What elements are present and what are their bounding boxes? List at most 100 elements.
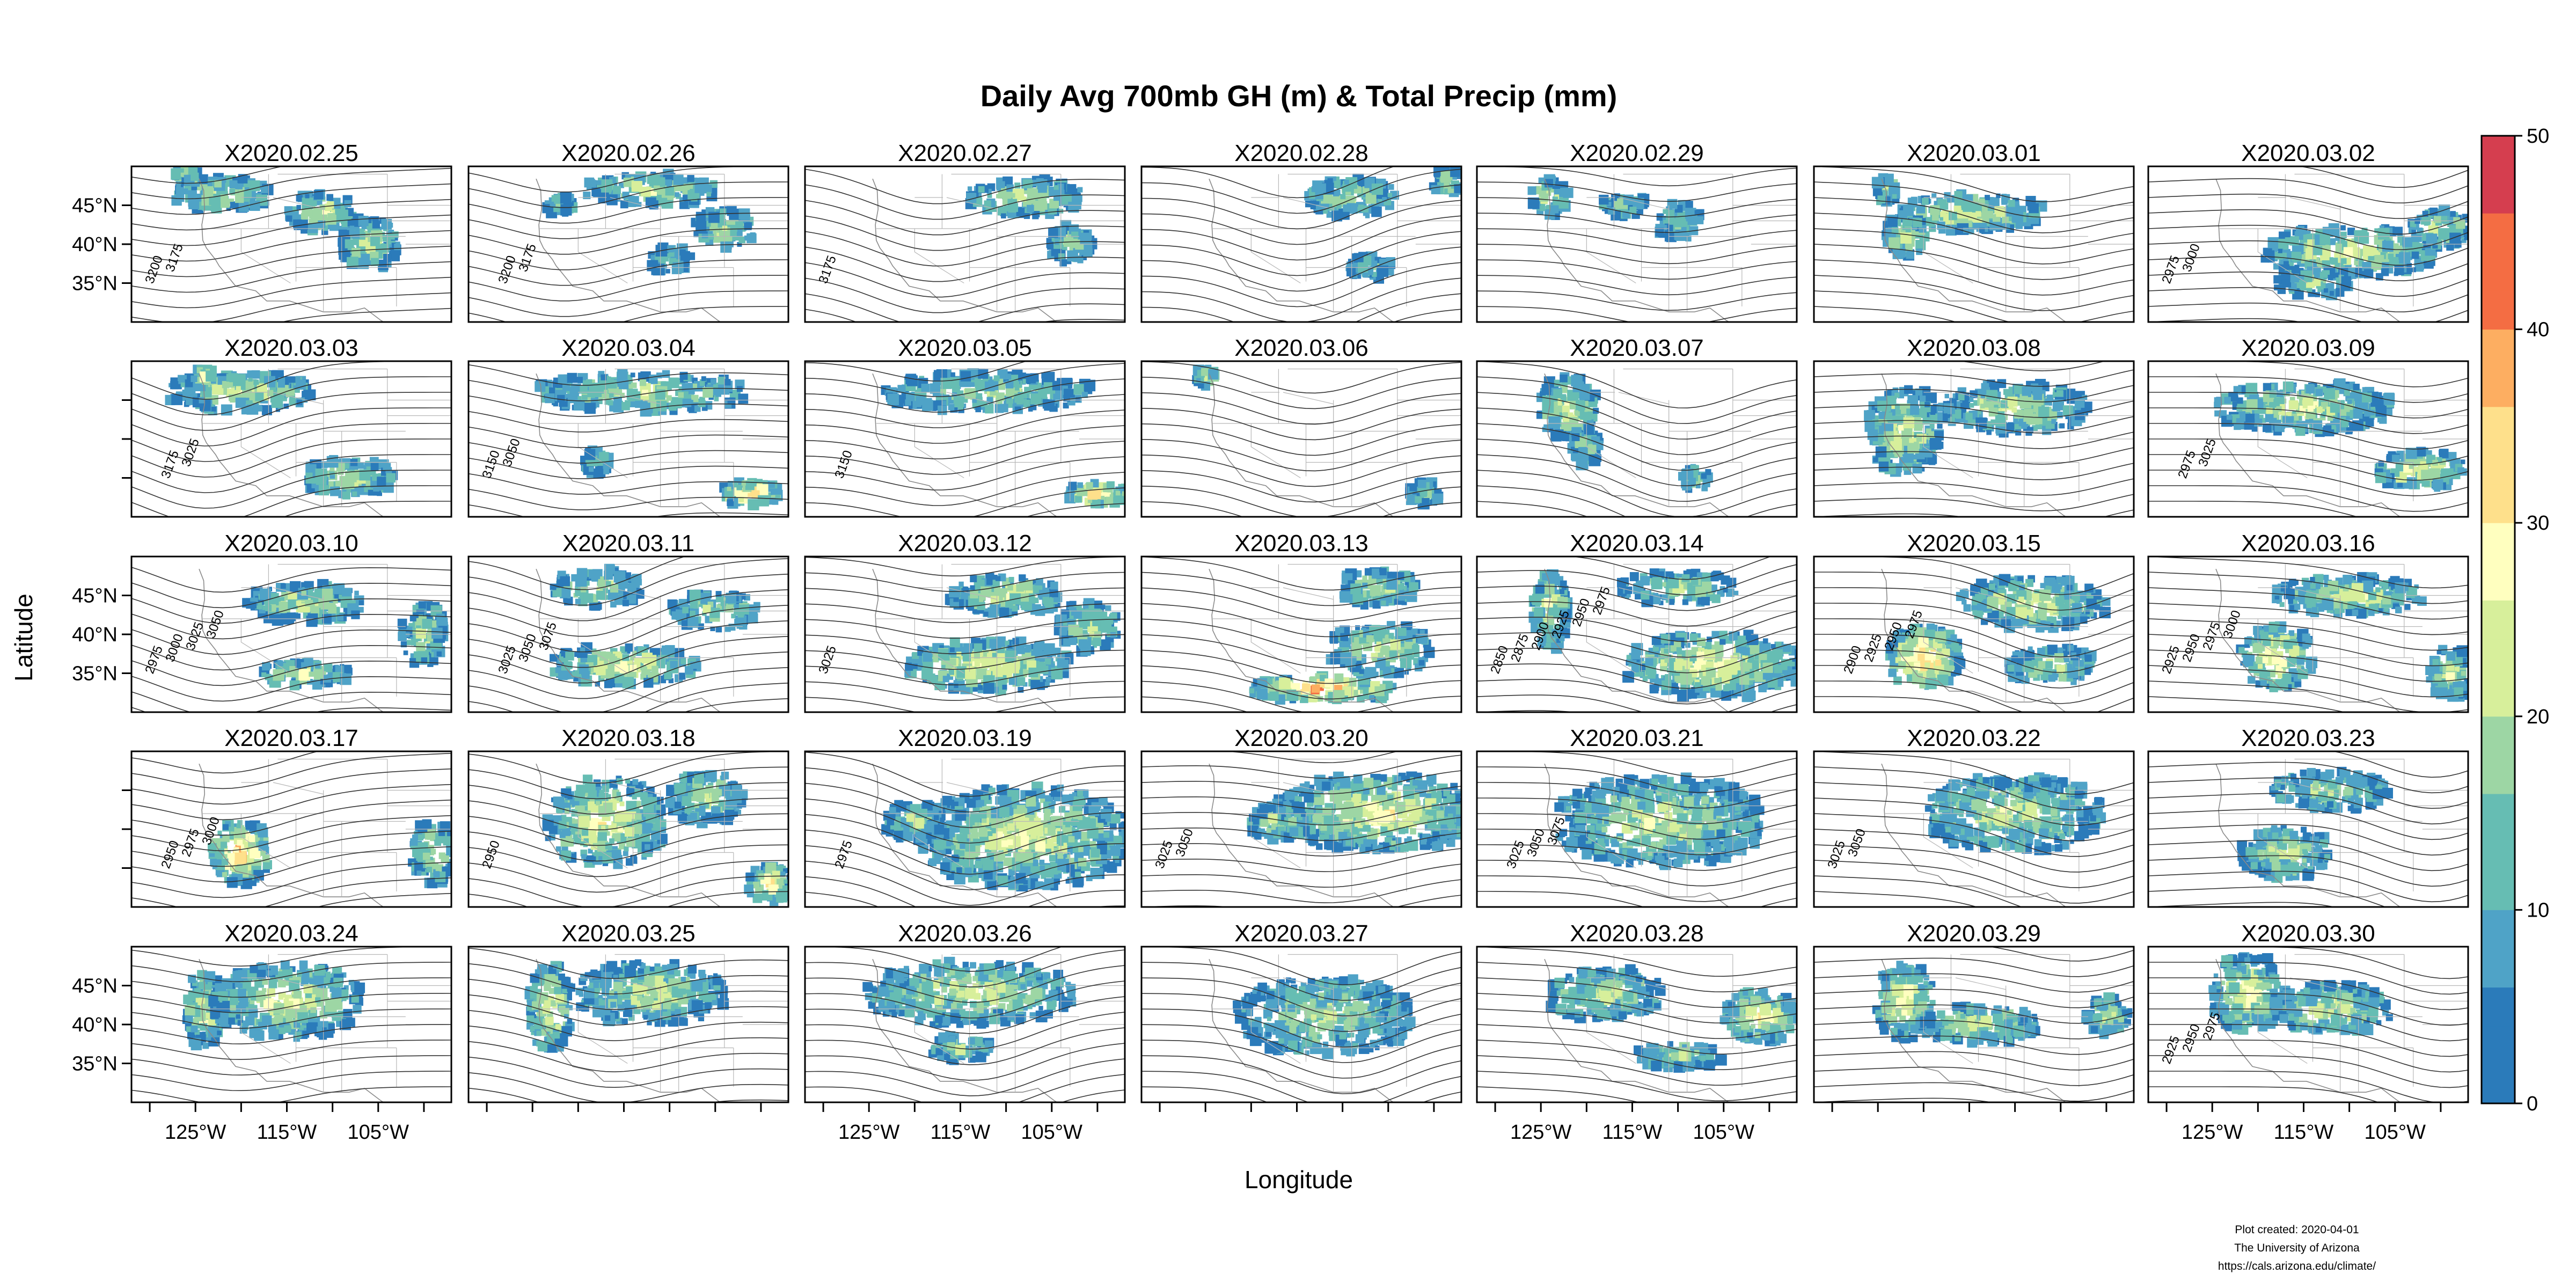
state-borders	[1881, 954, 2134, 1102]
contour-label: 3175	[158, 449, 182, 480]
colorbar-step	[2482, 832, 2515, 872]
colorbar-tick-label: 40	[2527, 319, 2549, 341]
colorbar-step	[2482, 523, 2515, 562]
credit-institution: The University of Arizona	[2234, 1242, 2360, 1254]
panel-date: X2020.03.28	[1570, 920, 1704, 947]
panel-date: X2020.03.04	[561, 335, 696, 361]
y-tick-label: 35°N	[72, 273, 118, 295]
precip-area	[2081, 992, 2133, 1040]
panel-11: X2020.03.06	[1140, 335, 1462, 518]
panel-map	[1477, 361, 1797, 517]
x-tick-label: 125°W	[1510, 1121, 1572, 1144]
panel-frame	[2147, 555, 2469, 713]
contour-label: 2975	[179, 827, 202, 859]
panel-frame	[1140, 750, 1462, 908]
contour-label: 3050	[203, 609, 227, 640]
panel-28: X2020.03.23	[2147, 725, 2469, 908]
panel-date: X2020.03.17	[224, 725, 358, 751]
x-tick-label: 115°W	[931, 1121, 991, 1144]
precip-area	[171, 173, 274, 214]
panel-ticks	[122, 595, 131, 674]
precip-area	[1567, 424, 1604, 471]
gh-contours: 2975	[805, 751, 1125, 907]
panel-map	[469, 947, 788, 1102]
state-borders	[199, 368, 451, 517]
panel-date: X2020.03.07	[1570, 335, 1704, 361]
precip-area	[580, 445, 614, 479]
panel-frame	[1813, 555, 2135, 713]
precip-area	[647, 242, 696, 276]
panel-frame	[1476, 165, 1798, 323]
precip-area	[1956, 574, 2111, 633]
panel-frame	[1476, 360, 1798, 518]
colorbar-step	[2482, 871, 2515, 910]
panel-date: X2020.03.19	[898, 725, 1032, 751]
precip-area	[1339, 566, 1421, 610]
contour-label: 3050	[500, 437, 523, 469]
state-borders	[199, 564, 451, 712]
panel-ticks	[122, 985, 425, 1112]
panel-ticks	[2165, 1102, 2442, 1112]
panel-ticks	[122, 204, 131, 284]
panel-frame	[2147, 946, 2469, 1103]
panel-ticks	[486, 1102, 762, 1112]
panel-map	[1141, 166, 1461, 322]
state-borders	[872, 173, 1125, 322]
panel-ticks	[122, 399, 131, 479]
state-borders	[1209, 564, 1461, 712]
contour-label: 3175	[816, 254, 839, 286]
gh-contours: 3175	[805, 169, 1125, 322]
plot-credit: Plot created: 2020-04-01 The University …	[2184, 1221, 2410, 1276]
panel-frame	[2147, 360, 2469, 518]
state-borders	[2215, 564, 2468, 712]
contour-label: 2950	[1569, 597, 1593, 628]
precip-area	[1622, 630, 1797, 702]
precip-area	[691, 206, 757, 253]
chart-title: Daily Avg 700mb GH (m) & Total Precip (m…	[980, 79, 1618, 113]
contour-label: 3175	[163, 242, 186, 274]
panel-frame	[1813, 946, 2135, 1103]
state-borders	[872, 954, 1125, 1102]
panel-date: X2020.02.28	[1234, 140, 1368, 166]
contour-label: 2975	[1590, 585, 1613, 617]
precip-area	[542, 192, 578, 218]
gh-contours	[805, 947, 1125, 1102]
panel-frame	[467, 946, 789, 1103]
colorbar-step	[2482, 716, 2515, 756]
precip-area	[1719, 987, 1797, 1046]
gh-contours: 3025	[805, 557, 1125, 712]
precip-area	[2004, 643, 2097, 685]
contour-label: 3050	[1845, 827, 1869, 859]
colorbar-tick-label: 30	[2527, 512, 2549, 535]
precip-area	[665, 770, 748, 829]
precip-area	[1616, 568, 1739, 608]
panel-frame	[2147, 165, 2469, 323]
gh-contours: 2950	[469, 751, 788, 907]
panel-3: 3175 X2020.02.27	[804, 140, 1126, 323]
contour-label: 3025	[183, 620, 207, 652]
panel-date: X2020.03.02	[2241, 140, 2375, 166]
panel-date: X2020.02.26	[561, 140, 696, 166]
panel-map	[1814, 361, 2134, 517]
contour-label: 3175	[516, 242, 539, 274]
colorbar-step	[2482, 329, 2515, 369]
contour-label: 3025	[1504, 839, 1527, 870]
precip-area	[1678, 464, 1713, 493]
state-borders	[1209, 954, 1461, 1102]
precip-area	[945, 573, 1063, 618]
x-tick-label: 115°W	[2274, 1121, 2334, 1144]
y-tick-label: 35°N	[72, 1053, 118, 1075]
panel-frame	[804, 946, 1126, 1103]
